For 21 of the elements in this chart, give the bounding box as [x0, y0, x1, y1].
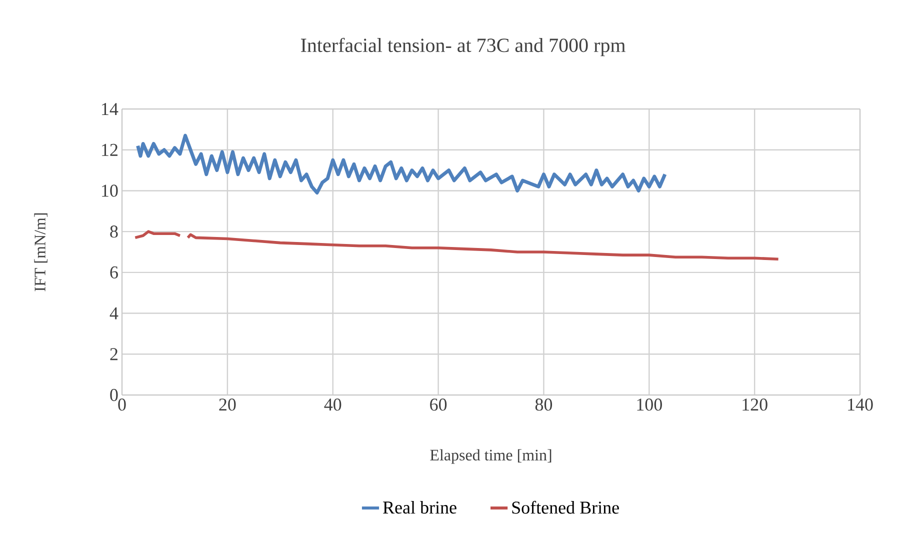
line-series	[136, 134, 667, 195]
x-tick-label: 40	[324, 398, 342, 411]
legend-label: Softened Brine	[512, 500, 619, 514]
x-tick-label: 100	[637, 398, 662, 411]
y-tick-label: 14	[102, 103, 118, 115]
x-axis-title: Elapsed time [min]	[430, 449, 552, 464]
y-tick-label: 6	[110, 266, 118, 278]
y-axis-title: IFT [mN/m]	[34, 213, 48, 292]
x-tick-label: 80	[535, 398, 552, 411]
x-tick-label: 120	[742, 398, 768, 411]
y-tick-label: 2	[110, 348, 118, 360]
y-tick-label: 12	[102, 144, 118, 156]
y-tick-label: 10	[102, 184, 118, 197]
y-tick-label: 4	[110, 307, 118, 320]
x-tick-label: 140	[848, 398, 873, 411]
x-tick-label: 60	[430, 398, 447, 411]
y-tick-label: 8	[110, 226, 118, 238]
y-tick-label: 0	[110, 388, 118, 402]
chart-title: Interfacial tension- at 73C and 7000 rpm	[300, 38, 626, 56]
x-tick-label: 20	[219, 398, 236, 411]
legend-label: Real brine	[383, 500, 456, 514]
